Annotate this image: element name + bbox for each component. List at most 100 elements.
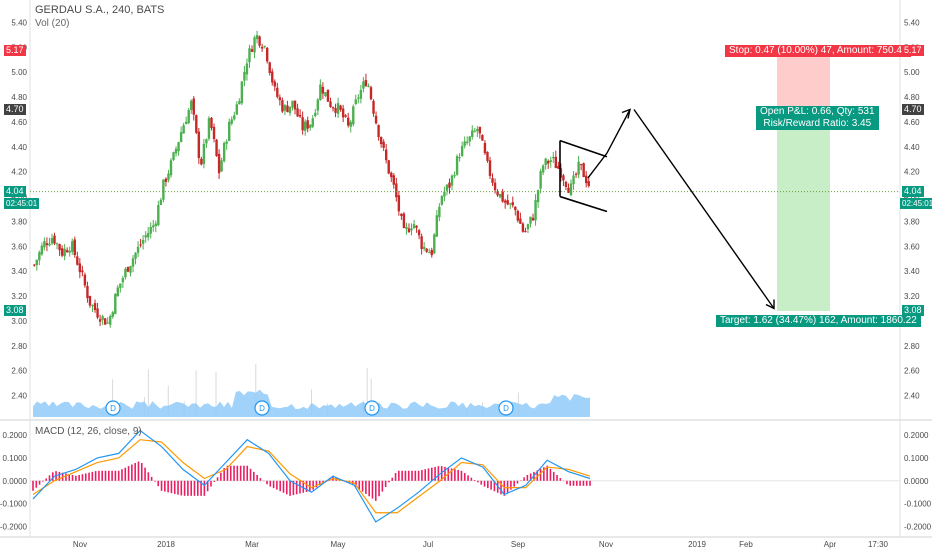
- candle-body: [253, 37, 256, 53]
- price-tick-right: 3.40: [904, 267, 920, 276]
- candle-body: [324, 92, 327, 96]
- dividend-marker[interactable]: D: [105, 400, 121, 416]
- candle-body: [369, 87, 373, 100]
- candle-body: [519, 218, 522, 224]
- candle-body: [152, 225, 155, 228]
- candle-body: [238, 101, 241, 105]
- candle-body: [374, 115, 378, 124]
- macd-tick-right: 0.1000: [904, 454, 929, 463]
- dividend-marker[interactable]: D: [498, 400, 514, 416]
- candle-body: [400, 213, 403, 216]
- time-tick: 2018: [157, 540, 175, 549]
- candle-body: [159, 199, 163, 205]
- candle-body: [498, 193, 502, 198]
- candle-body: [367, 85, 370, 87]
- candle-body: [225, 141, 228, 144]
- candle-body: [40, 245, 44, 255]
- flag-lower-line[interactable]: [559, 195, 608, 213]
- price-tick-right: 4.40: [904, 143, 920, 152]
- projection-down[interactable]: [633, 109, 775, 309]
- price-tick-left: 4.00: [11, 193, 27, 202]
- candle-body: [255, 35, 259, 40]
- candle-body: [101, 316, 104, 320]
- candle-body: [430, 249, 433, 256]
- candle-body: [212, 126, 216, 140]
- time-tick: 2019: [688, 540, 706, 549]
- candle-body: [164, 178, 168, 182]
- risk-reward-text: Risk/Reward Ratio: 3.45: [763, 117, 872, 129]
- candle-body: [243, 71, 246, 81]
- open-pl-text: Open P&L: 0.66, Qty: 531: [760, 105, 875, 117]
- dividend-marker[interactable]: D: [364, 400, 380, 416]
- candle-body: [50, 237, 54, 244]
- candle-body: [433, 234, 436, 254]
- candle-body: [215, 139, 218, 157]
- price-tick-left: 3.80: [11, 217, 27, 226]
- dividend-marker[interactable]: D: [254, 400, 270, 416]
- candle-body: [111, 312, 114, 317]
- candle-body: [503, 200, 507, 203]
- candle-body: [354, 99, 358, 104]
- time-tick: Jul: [423, 540, 433, 549]
- candle-body: [486, 151, 489, 161]
- candle-body: [192, 98, 195, 115]
- candle-body: [410, 228, 413, 231]
- candle-body: [405, 226, 408, 230]
- price-tick-left: 2.60: [11, 367, 27, 376]
- candle-body: [387, 160, 390, 174]
- dividend-circle: [364, 400, 380, 416]
- candle-body: [587, 181, 590, 186]
- candle-body: [233, 115, 236, 120]
- candle-body: [301, 117, 304, 131]
- last-time-tag: 02:45:01: [900, 197, 932, 209]
- candle-body: [190, 100, 193, 111]
- price-tick-right: 4.80: [904, 93, 920, 102]
- candle-body: [187, 109, 190, 123]
- candle-body: [86, 285, 89, 299]
- macd-pane: [30, 429, 900, 523]
- macd-legend[interactable]: MACD (12, 26, close, 9): [35, 426, 142, 437]
- candle-body: [144, 235, 147, 238]
- candle-body: [377, 125, 380, 137]
- candle-body: [314, 112, 317, 116]
- candle-body: [458, 157, 461, 159]
- candle-body: [382, 141, 385, 148]
- price-tick-right: 2.60: [904, 367, 920, 376]
- candle-body: [78, 263, 82, 273]
- candle-body: [569, 183, 573, 196]
- candle-body: [448, 182, 451, 188]
- macd-tick-left: 0.1000: [3, 454, 28, 463]
- projection-up[interactable]: [587, 109, 631, 179]
- candle-body: [55, 243, 59, 245]
- candle-body: [422, 246, 426, 249]
- candle-body: [506, 200, 509, 205]
- volume-legend[interactable]: Vol (20): [35, 18, 70, 29]
- price-tag-target: 3.08: [902, 304, 924, 316]
- symbol-title[interactable]: GERDAU S.A., 240, BATS: [35, 4, 165, 16]
- candle-body: [65, 250, 69, 253]
- candle-body: [197, 131, 201, 159]
- flag-upper-line[interactable]: [559, 139, 608, 158]
- candle-body: [372, 100, 375, 114]
- candle-body: [478, 126, 482, 134]
- macd-tick-right: 0.0000: [904, 477, 929, 486]
- candle-body: [141, 239, 145, 244]
- macd-line: [32, 429, 591, 523]
- candle-body: [245, 63, 249, 75]
- candle-body: [195, 115, 198, 133]
- price-tick-left: 5.40: [11, 18, 27, 27]
- candle-body: [121, 277, 125, 283]
- candle-body: [516, 210, 520, 221]
- arrow-down-head: [765, 299, 775, 310]
- candle-body: [43, 240, 46, 248]
- candle-body: [63, 248, 66, 257]
- candle-body: [473, 130, 477, 132]
- candle-body: [71, 241, 74, 252]
- candle-body: [574, 173, 578, 175]
- price-tick-left: 3.20: [11, 292, 27, 301]
- candle-body: [460, 145, 464, 156]
- candle-body: [98, 319, 102, 322]
- candle-body: [146, 233, 150, 238]
